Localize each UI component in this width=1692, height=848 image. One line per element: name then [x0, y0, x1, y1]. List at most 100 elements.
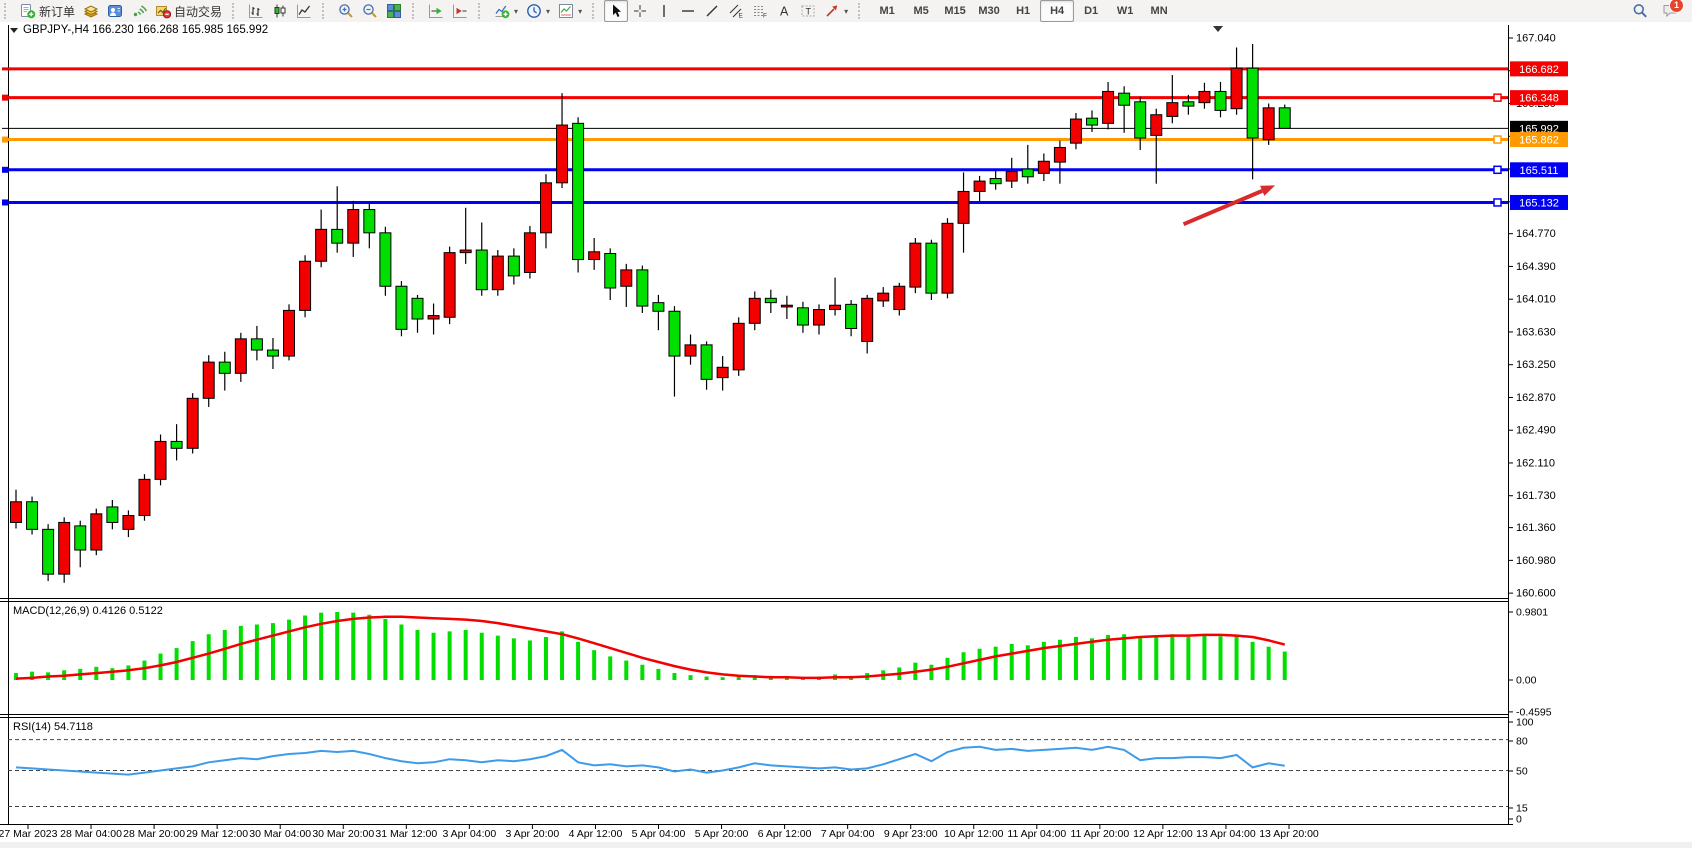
candle-body	[620, 269, 633, 287]
hline-left-handle[interactable]	[2, 166, 8, 173]
text-button[interactable]: A	[772, 0, 796, 22]
toolbar-group	[332, 0, 408, 22]
hline-handle[interactable]	[1493, 93, 1502, 102]
time-axis-label: 4 Apr 12:00	[569, 828, 623, 840]
candle-body	[507, 255, 520, 277]
candlestick-chart[interactable]: 167.040166.660166.280165.900165.520165.1…	[0, 22, 1692, 848]
equidistant-channel-button[interactable]: E	[724, 0, 748, 22]
chart-shift-marker[interactable]	[1213, 26, 1223, 32]
time-axis-label: 5 Apr 04:00	[632, 828, 686, 840]
new-chart-button[interactable]	[79, 0, 103, 22]
time-axis-label: 28 Mar 20:00	[123, 828, 185, 840]
bar-chart-button[interactable]	[244, 0, 268, 22]
crosshair-icon	[634, 5, 647, 17]
line-chart-button[interactable]	[292, 0, 316, 22]
chevron-down-icon: ▾	[514, 6, 519, 16]
rsi-tick-label: 80	[1516, 736, 1528, 748]
chat-button[interactable]: 1	[1662, 0, 1684, 21]
candle-body	[909, 242, 922, 288]
candle-body	[1118, 92, 1131, 106]
auto-scroll-button[interactable]	[424, 0, 448, 22]
fibonacci-button[interactable]: F	[748, 0, 772, 22]
candle-body	[1246, 67, 1259, 139]
toolbar-right: 1	[1628, 0, 1692, 22]
time-axis-label: 27 Mar 2023	[0, 828, 58, 840]
candle-body	[186, 397, 199, 449]
candlestick-chart-button[interactable]	[268, 0, 292, 22]
timeframe-mn-button[interactable]: MN	[1150, 5, 1168, 17]
cursor-button[interactable]	[604, 0, 629, 22]
cursor-icon	[613, 4, 622, 17]
candle-body	[363, 209, 376, 234]
candle-body	[234, 338, 247, 374]
indicators-button[interactable]: ▾	[490, 0, 522, 22]
price-label-chip[interactable]	[1510, 132, 1568, 148]
zoom-in-icon	[339, 4, 353, 18]
chart-shift-icon	[453, 4, 467, 18]
hline-left-handle[interactable]	[2, 136, 8, 143]
candle-body	[1021, 168, 1034, 178]
toolbar-separator	[412, 3, 419, 19]
templates-button[interactable]: ▾	[554, 0, 586, 22]
price-label-chip[interactable]	[1510, 194, 1568, 210]
candle-body	[588, 251, 601, 261]
candle-body	[1134, 101, 1147, 139]
arrows-button[interactable]: ▾	[820, 0, 852, 22]
timeframe-m15-button[interactable]: M15	[944, 5, 966, 17]
candle-body	[572, 122, 585, 261]
hline-left-handle[interactable]	[2, 199, 8, 206]
zoom-in-button[interactable]	[334, 0, 358, 22]
auto-scroll-icon	[429, 4, 443, 18]
candle-body	[732, 322, 745, 371]
hline-handle[interactable]	[1493, 165, 1502, 175]
timeframe-group: M1 M5 M15 M30 H1 H4 D1 W1 MN	[868, 0, 1178, 22]
candle-body	[941, 222, 954, 294]
candle-body	[539, 182, 552, 234]
price-label-chip-text: 166.348	[1519, 93, 1559, 105]
horizontal-line-button[interactable]	[676, 0, 700, 22]
macd-label: MACD(12,26,9) 0.4126 0.5122	[13, 605, 163, 617]
chart-shift-button[interactable]	[448, 0, 472, 22]
one-click-trading-arrow-icon[interactable]	[10, 28, 18, 33]
hline-handle[interactable]	[1493, 198, 1502, 207]
rsi-label: RSI(14) 54.7118	[13, 721, 93, 733]
timeframe-m30-button[interactable]: M30	[978, 5, 1000, 17]
chevron-down-icon: ▾	[578, 6, 583, 16]
search-button[interactable]	[1628, 0, 1652, 22]
toolbar-separator	[858, 3, 865, 19]
zoom-out-button[interactable]	[358, 0, 382, 22]
timeframe-h1-button[interactable]: H1	[1016, 5, 1031, 17]
hline-handle[interactable]	[1493, 135, 1502, 144]
price-label-chip[interactable]	[1510, 61, 1568, 77]
timeframe-d1-button[interactable]: D1	[1084, 5, 1099, 17]
candle-body	[700, 344, 713, 380]
candle-body	[1102, 90, 1115, 124]
price-label-chip[interactable]	[1510, 162, 1568, 178]
vertical-line-button[interactable]	[652, 0, 676, 22]
bar-chart-icon	[249, 4, 263, 18]
timeframe-m1-button[interactable]: M1	[879, 5, 895, 17]
time-axis-label: 7 Apr 04:00	[821, 828, 875, 840]
candle-body	[813, 309, 825, 326]
arrow-annotation-head[interactable]	[1260, 185, 1276, 196]
price-label-chip[interactable]	[1510, 90, 1568, 106]
toolbar-separator	[592, 3, 599, 19]
metaeditor-button[interactable]	[103, 0, 127, 22]
new-order-button[interactable]: 新订单	[16, 0, 79, 22]
timeframe-w1-button[interactable]: W1	[1116, 5, 1134, 17]
chevron-down-icon: ▾	[546, 6, 551, 16]
label-button[interactable]: T	[796, 0, 820, 22]
signals-button[interactable]	[127, 0, 151, 22]
timeframe-h4-button[interactable]: H4	[1040, 0, 1075, 22]
chevron-down-icon: ▾	[844, 6, 849, 16]
periods-button[interactable]: ▾	[522, 0, 554, 22]
candle-body	[443, 252, 456, 318]
autotrading-button[interactable]: 自动交易	[151, 0, 226, 22]
crosshair-button[interactable]	[628, 0, 652, 22]
arrow-annotation[interactable]	[1182, 189, 1263, 227]
timeframe-m5-button[interactable]: M5	[913, 5, 929, 17]
hline-left-handle[interactable]	[2, 94, 8, 101]
trendline-button[interactable]	[700, 0, 724, 22]
tile-windows-button[interactable]	[382, 0, 406, 22]
